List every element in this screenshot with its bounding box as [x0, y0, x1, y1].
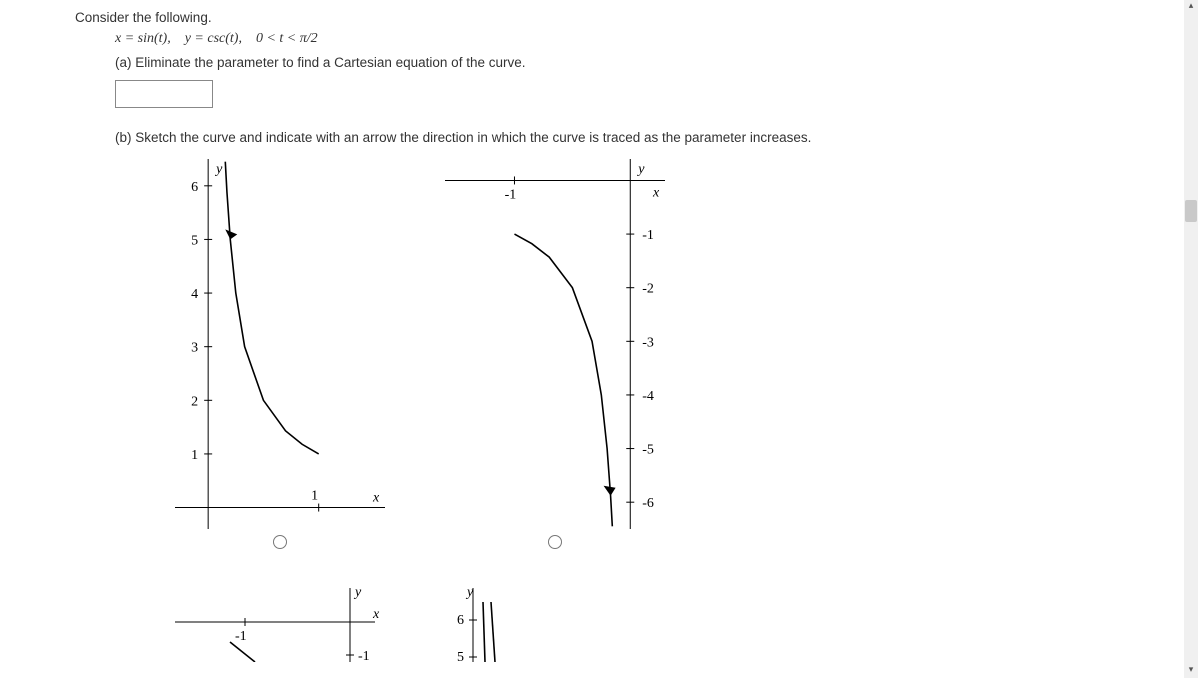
svg-text:-1: -1: [642, 228, 654, 243]
svg-text:5: 5: [457, 650, 464, 662]
graph-3-svg: yx -1 -1: [175, 582, 385, 662]
graph-1-svg: y x 1 1 2 3 4 5 6: [175, 159, 385, 529]
svg-text:-1: -1: [505, 187, 517, 202]
graph-options-row-1: yx1123456 yx-1-1-2-3-4-5-6: [175, 159, 1200, 552]
scrollbar[interactable]: ▴ ▾: [1184, 0, 1198, 678]
svg-text:6: 6: [191, 180, 198, 195]
svg-text:y: y: [214, 162, 223, 177]
svg-text:-4: -4: [642, 389, 654, 404]
graph-option-1: y x 1 1 2 3 4 5 6: [175, 159, 385, 552]
graph-option-3: yx -1 -1: [175, 582, 385, 662]
answer-input-a[interactable]: [115, 80, 213, 108]
svg-text:3: 3: [191, 341, 198, 356]
svg-text:y: y: [636, 162, 645, 177]
svg-text:-1: -1: [358, 649, 370, 662]
problem-intro: Consider the following.: [75, 10, 1200, 25]
svg-text:-1: -1: [235, 629, 247, 644]
graph-option-4: y65: [445, 582, 545, 662]
svg-text:1: 1: [191, 448, 198, 463]
graph-4-svg: y65: [445, 582, 545, 662]
svg-text:2: 2: [191, 394, 198, 409]
svg-text:4: 4: [191, 287, 198, 302]
radio-option-1[interactable]: [273, 535, 287, 549]
graph-2-svg: yx -1 -1 -2 -3 -4 -5 -6: [445, 159, 665, 529]
radio-option-2[interactable]: [548, 535, 562, 549]
svg-text:y: y: [353, 585, 362, 600]
scroll-up-icon[interactable]: ▴: [1184, 0, 1198, 14]
parametric-equations: x = sin(t), y = csc(t), 0 < t < π/2: [115, 31, 1200, 47]
scroll-thumb[interactable]: [1185, 200, 1197, 222]
svg-text:-5: -5: [642, 443, 654, 458]
graph-options-row-2: yx -1 -1 y 6 5: [175, 582, 1200, 662]
svg-text:1: 1: [311, 489, 318, 504]
svg-text:6: 6: [457, 613, 464, 628]
part-b-text: (b) Sketch the curve and indicate with a…: [115, 130, 1200, 145]
svg-text:x: x: [372, 607, 380, 622]
svg-text:-6: -6: [642, 496, 654, 511]
scroll-down-icon[interactable]: ▾: [1184, 664, 1198, 678]
graph-option-2: yx -1 -1 -2 -3 -4 -5 -6: [445, 159, 665, 552]
part-a-text: (a) Eliminate the parameter to find a Ca…: [115, 55, 1200, 70]
svg-text:x: x: [372, 491, 380, 506]
svg-text:-2: -2: [642, 282, 654, 297]
svg-text:-3: -3: [642, 335, 654, 350]
svg-text:5: 5: [191, 233, 198, 248]
svg-text:x: x: [652, 185, 660, 200]
